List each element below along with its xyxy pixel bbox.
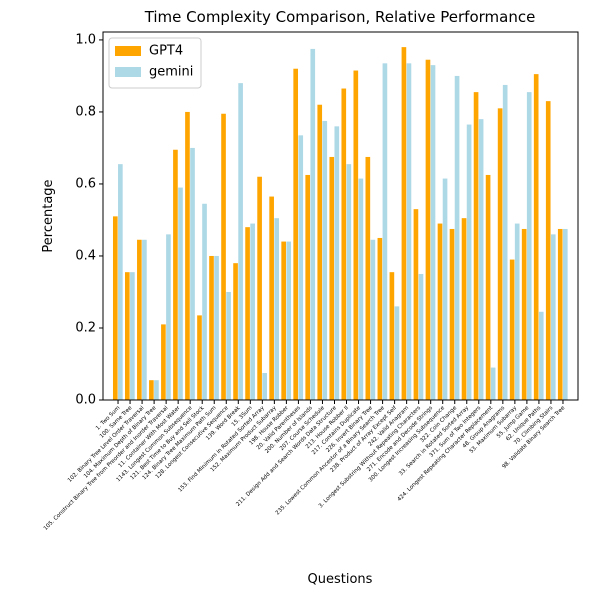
y-tick-label: 0.4 bbox=[75, 248, 96, 263]
bar bbox=[286, 241, 292, 400]
bar bbox=[298, 135, 304, 400]
legend-label: gemini bbox=[149, 65, 193, 80]
bar bbox=[257, 176, 262, 400]
bar bbox=[394, 306, 400, 400]
bar bbox=[293, 68, 299, 401]
bar bbox=[161, 324, 166, 400]
bar bbox=[197, 315, 202, 400]
bar bbox=[353, 70, 359, 400]
bar bbox=[341, 88, 347, 400]
bar bbox=[389, 272, 395, 400]
y-tick-label: 0.2 bbox=[75, 320, 96, 335]
bar bbox=[521, 228, 527, 400]
bar bbox=[269, 196, 274, 400]
bar bbox=[425, 59, 431, 401]
y-tick-label: 1.0 bbox=[75, 32, 96, 47]
y-tick-label: 0.0 bbox=[75, 393, 96, 408]
bar bbox=[461, 218, 467, 400]
bar bbox=[377, 237, 383, 400]
bar bbox=[281, 241, 286, 400]
bar bbox=[473, 92, 479, 401]
bar bbox=[209, 255, 214, 400]
bar bbox=[142, 239, 147, 400]
bar bbox=[137, 239, 142, 400]
bar bbox=[262, 372, 267, 400]
bar bbox=[154, 380, 159, 400]
bar bbox=[190, 147, 195, 400]
bar bbox=[346, 164, 352, 400]
bar bbox=[149, 380, 154, 400]
bar bbox=[334, 126, 340, 400]
bar bbox=[214, 255, 219, 400]
plot-frame bbox=[102, 31, 579, 401]
bar bbox=[557, 228, 563, 400]
bar bbox=[166, 234, 171, 400]
bar bbox=[118, 164, 123, 400]
bar bbox=[130, 272, 135, 400]
bar bbox=[550, 234, 556, 400]
legend-swatch bbox=[115, 67, 141, 77]
bar bbox=[178, 187, 183, 400]
bar bbox=[509, 259, 515, 400]
bar bbox=[545, 101, 551, 400]
bar bbox=[514, 223, 520, 400]
bar bbox=[185, 111, 190, 400]
bar bbox=[382, 63, 388, 400]
bar bbox=[202, 203, 207, 400]
bar bbox=[310, 48, 316, 401]
bar bbox=[238, 83, 243, 401]
bar bbox=[125, 272, 130, 400]
bar bbox=[317, 104, 323, 400]
bar bbox=[358, 178, 364, 400]
bar bbox=[490, 367, 496, 400]
bar bbox=[401, 47, 407, 400]
bar bbox=[413, 209, 419, 400]
x-axis-label: Questions bbox=[308, 572, 373, 587]
legend-label: GPT4 bbox=[149, 44, 183, 59]
bar bbox=[437, 223, 443, 400]
bar bbox=[526, 92, 532, 401]
bar bbox=[221, 113, 226, 401]
bar bbox=[370, 239, 376, 400]
y-tick-label: 0.6 bbox=[75, 176, 96, 191]
bar bbox=[442, 178, 448, 400]
bar bbox=[430, 65, 436, 401]
bar bbox=[406, 63, 412, 400]
bar bbox=[466, 124, 472, 401]
y-axis-label: Percentage bbox=[41, 179, 56, 252]
bar bbox=[533, 74, 539, 401]
bar bbox=[449, 228, 455, 400]
y-tick-label: 0.8 bbox=[75, 104, 96, 119]
chart-title: Time Complexity Comparison, Relative Per… bbox=[144, 8, 536, 26]
bar bbox=[233, 263, 238, 400]
bar bbox=[454, 75, 460, 400]
bar bbox=[329, 156, 335, 400]
bar bbox=[112, 216, 118, 400]
bar bbox=[497, 108, 503, 400]
bar bbox=[538, 311, 544, 400]
bar bbox=[418, 273, 424, 400]
bar bbox=[226, 291, 231, 400]
bar bbox=[245, 227, 250, 400]
bar bbox=[502, 84, 508, 400]
bar bbox=[274, 218, 280, 400]
bar bbox=[173, 149, 178, 400]
bar bbox=[250, 223, 255, 400]
legend-swatch bbox=[115, 46, 141, 56]
bar bbox=[365, 156, 371, 400]
bar bbox=[478, 119, 484, 400]
bar bbox=[305, 174, 311, 400]
bar bbox=[485, 174, 491, 400]
legend: GPT4 gemini bbox=[108, 37, 202, 89]
bar bbox=[562, 228, 568, 400]
bar bbox=[322, 120, 328, 400]
